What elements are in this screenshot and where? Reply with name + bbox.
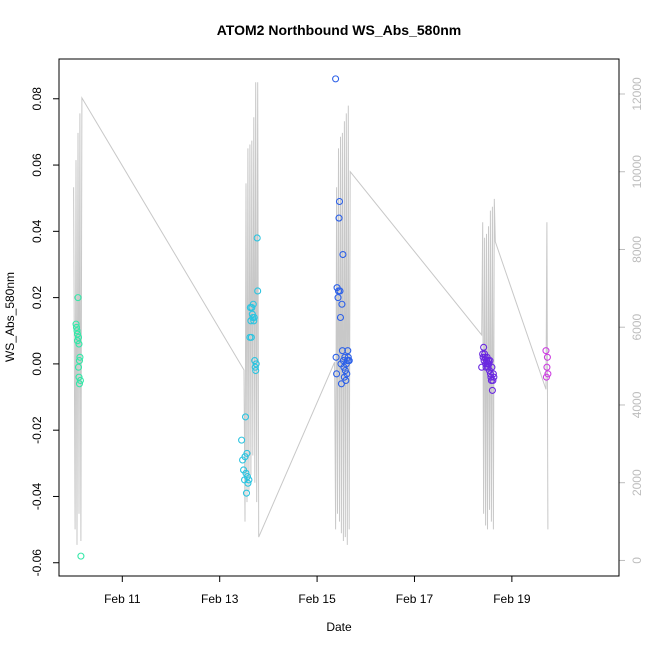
data-point [339,250,347,259]
data-point [341,366,349,375]
data-point [488,386,496,394]
data-point [243,473,252,481]
data-point [247,333,255,341]
data-point [73,337,82,345]
x-tick-label: Feb 11 [104,592,141,606]
data-point [490,373,498,381]
data-point [344,353,352,361]
y-tick-label: 0.08 [30,87,44,111]
data-point [241,413,250,421]
y-tick-label: 0.00 [30,352,44,376]
data-point [342,376,350,385]
data-point [343,370,351,378]
data-point [335,197,344,206]
data-point [486,357,494,365]
data-point [72,320,80,328]
plot-frame [58,58,620,577]
data-point [74,333,83,341]
data-point [242,469,250,477]
data-point [238,436,246,444]
data-point [75,373,83,381]
data-point [253,234,261,242]
data-point [75,380,84,388]
data-point [480,343,488,351]
data-point [544,370,552,378]
data-point [251,363,259,371]
data-point [543,363,551,371]
right-tick-label: 2000 [630,469,644,496]
data-point [335,214,343,222]
data-point [75,340,83,348]
data-point [484,363,492,371]
data-point [488,363,496,371]
data-point [244,479,252,487]
data-point [74,294,82,302]
data-point [336,313,345,322]
x-tick-label: Feb 15 [298,592,336,606]
plot-layer: -0.06 -0.04 -0.02 0.00 0.02 0.04 0.06 0.08 0 2000… [30,75,644,606]
data-point [76,353,84,361]
right-tick-label: 8000 [630,236,644,263]
data-point [245,476,253,484]
y-tick-label: -0.04 [30,482,44,510]
data-point [332,75,340,83]
data-point [336,287,344,295]
data-point [254,287,262,295]
data-point [252,360,260,368]
data-point [248,304,256,312]
y-tick-label: 0.04 [30,219,44,243]
y-tick-label: -0.02 [30,416,44,444]
data-point [338,300,346,308]
data-point [251,357,259,365]
data-point [242,489,251,497]
data-point [344,347,352,355]
right-tick-label: 12000 [630,77,644,111]
x-tick-label: Feb 17 [396,592,434,606]
x-tick-label: Feb 13 [201,592,239,606]
data-point [489,370,497,378]
y-tick-label: 0.06 [30,153,44,177]
data-point [489,376,497,385]
x-tick-label: Feb 19 [493,592,531,606]
data-point [74,363,83,371]
data-point [345,357,353,365]
data-point [73,330,82,338]
data-point [250,317,258,325]
y-tick-label: 0.02 [30,286,44,310]
y-axis-label: WS_Abs_580nm [3,272,17,362]
data-point [77,552,85,560]
data-point [332,353,340,361]
data-point [337,380,345,388]
data-point [249,300,257,308]
data-point [334,294,342,302]
data-point [252,366,260,375]
data-point [542,347,550,355]
data-point [76,376,84,385]
data-point [338,347,346,355]
chart-title: ATOM2 Northbound WS_Abs_580nm [217,22,462,38]
data-point [543,353,551,361]
right-tick-label: 4000 [630,391,644,418]
right-tick-label: 6000 [630,314,644,341]
right-tick-label: 10000 [630,155,644,189]
y-tick-label: -0.06 [30,549,44,577]
right-tick-label: 0 [630,557,644,564]
data-point [75,357,84,365]
data-point [250,313,258,322]
data-point [73,327,81,335]
secondary-line [73,82,549,545]
data-point [333,370,341,378]
data-point [72,323,81,331]
data-point [243,449,251,457]
data-point [542,373,550,381]
x-axis-label: Date [326,620,352,634]
